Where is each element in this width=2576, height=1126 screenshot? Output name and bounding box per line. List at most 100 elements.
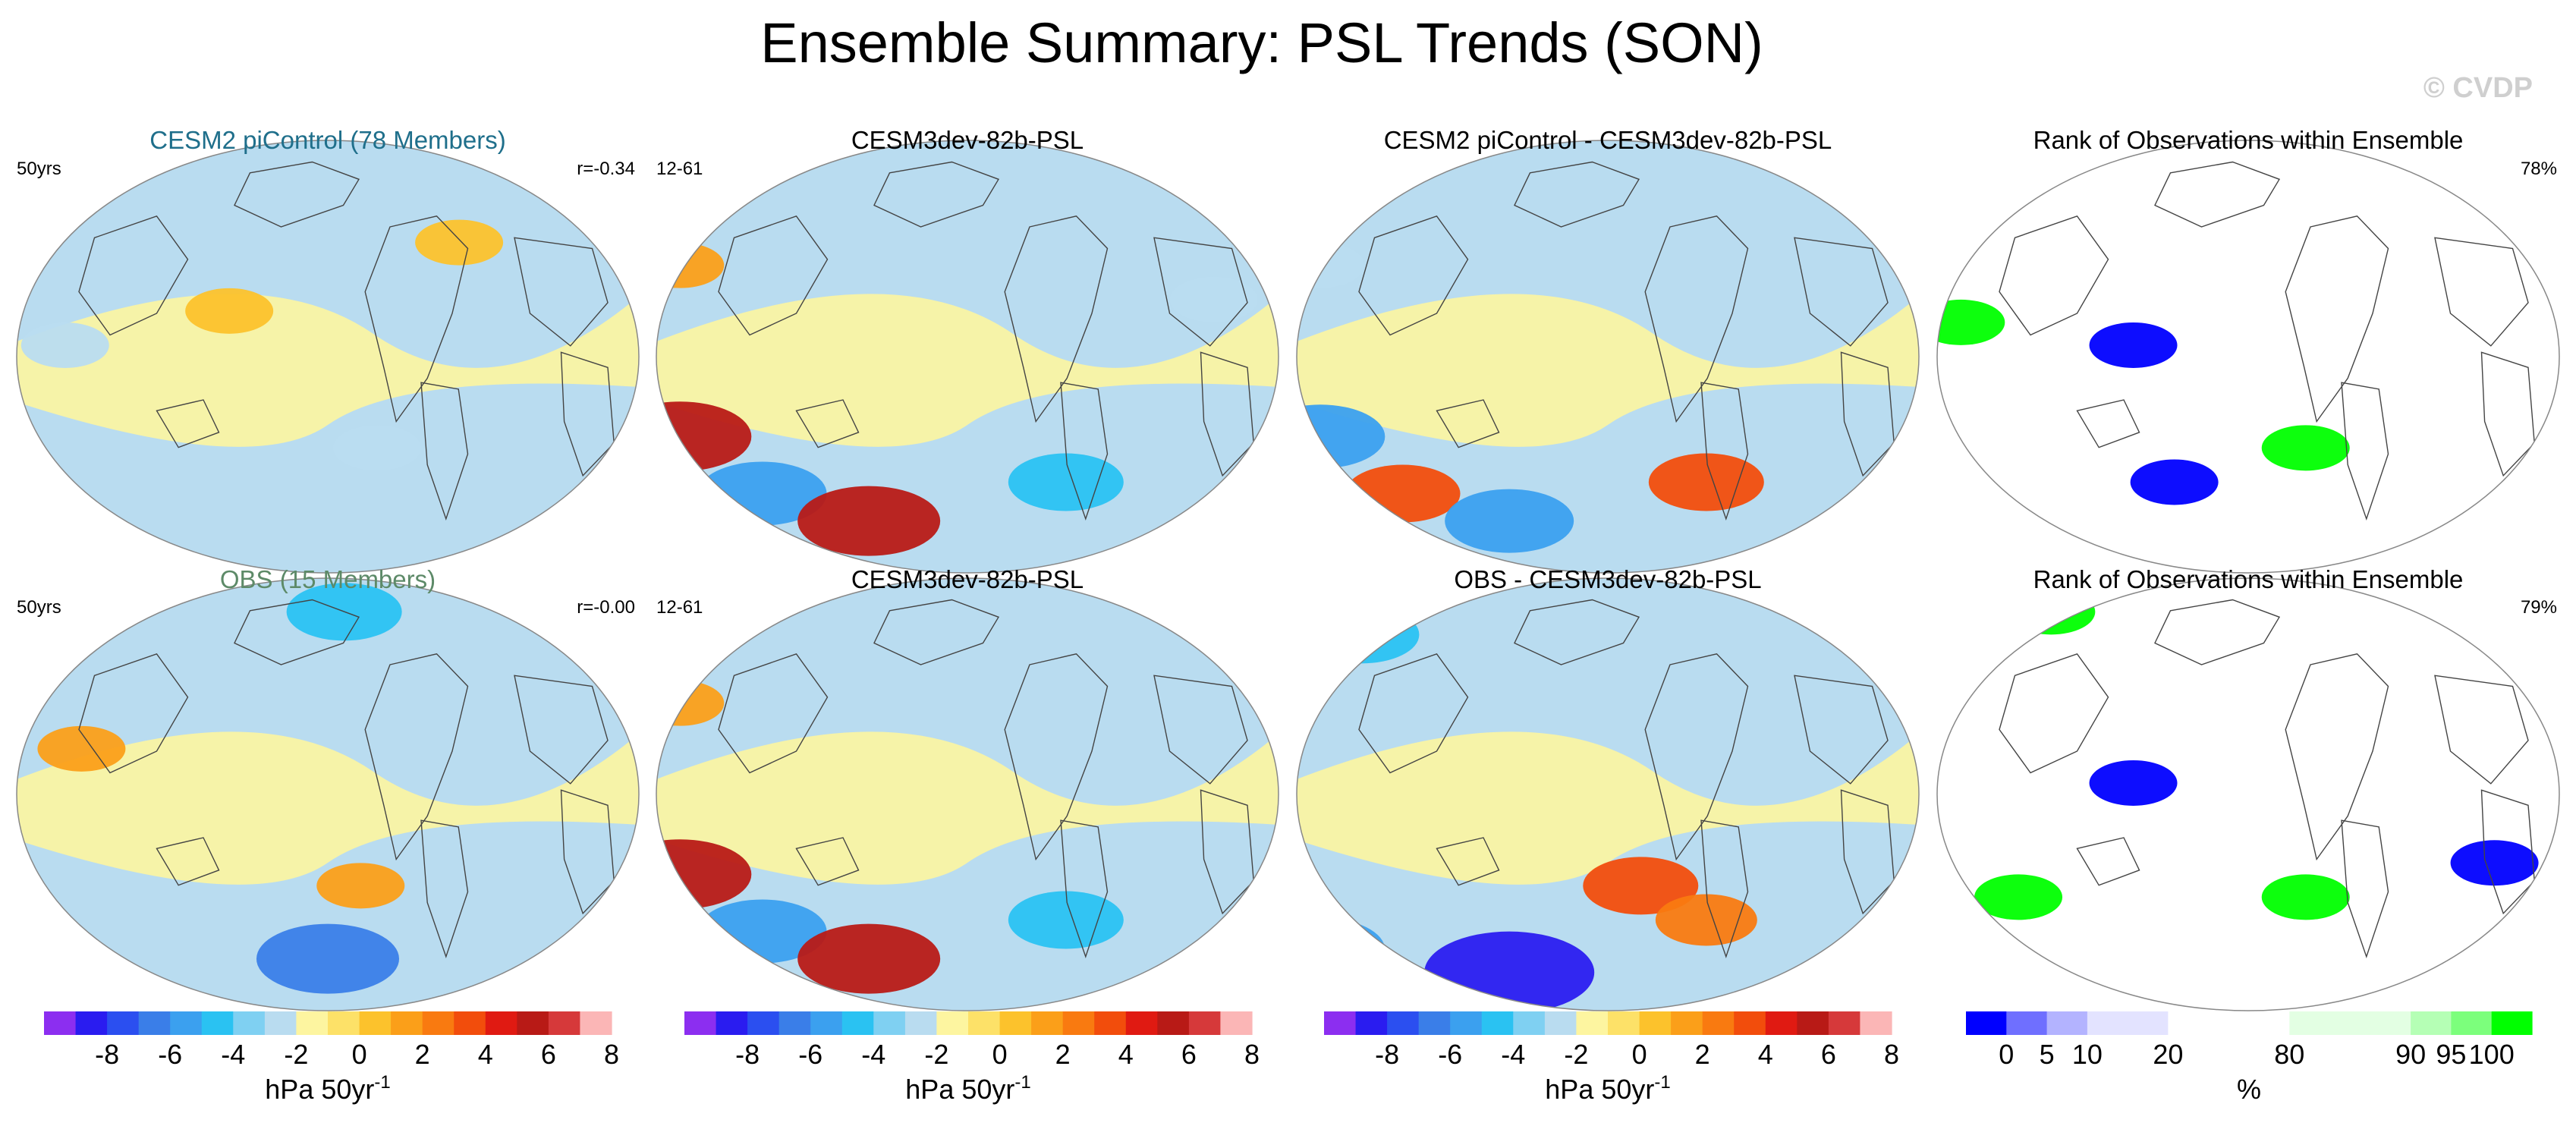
colorbar-swatch (716, 1011, 748, 1035)
neutral-positive-band (1297, 294, 1919, 447)
colorbar-swatch (75, 1011, 108, 1035)
coastline (2076, 399, 2140, 448)
colorbar-swatch (2451, 1011, 2493, 1035)
panel-title: Rank of Observations within Ensemble (2033, 565, 2464, 593)
colorbar-swatch (1450, 1011, 1483, 1035)
figure-title: Ensemble Summary: PSL Trends (SON) (760, 11, 1763, 74)
coastline (1200, 789, 1254, 915)
map-background (1937, 578, 2559, 1011)
panel-title: OBS (15 Members) (220, 565, 436, 593)
colorbar-tick-label: 0 (992, 1039, 1008, 1070)
colorbar-swatch (1481, 1011, 1514, 1035)
colorbar-swatch (1324, 1011, 1357, 1035)
field-anomaly (1297, 917, 1386, 982)
coastline (1060, 819, 1109, 958)
coastline (364, 215, 469, 423)
neutral-positive-band (17, 731, 639, 885)
colorbar-swatch (1031, 1011, 1064, 1035)
coastline (1153, 675, 1248, 785)
coastline (560, 351, 615, 477)
colorbar-tick-label: 6 (541, 1039, 556, 1070)
colorbar-tick-label: 5 (2040, 1039, 2055, 1070)
colorbar-tick-label: 10 (2072, 1039, 2103, 1070)
colorbar-tick-label: 2 (415, 1039, 430, 1070)
panel-title: CESM2 piControl - CESM3dev-82b-PSL (1384, 126, 1832, 154)
colorbar-swatch (328, 1011, 360, 1035)
colorbar-tick-label: -4 (1501, 1039, 1525, 1070)
coastline (2154, 161, 2281, 228)
colorbar-tick-label: -8 (95, 1039, 119, 1070)
map-panel-rank-top: Rank of Observations within Ensemble 78% (1936, 126, 2560, 574)
field-anomaly (1974, 874, 2063, 920)
colorbar-swatch (1639, 1011, 1672, 1035)
colorbar-tick-label: -4 (221, 1039, 245, 1070)
colorbar-swatch (841, 1011, 874, 1035)
field-anomaly (656, 680, 725, 726)
colorbar-tick-label: 6 (1821, 1039, 1836, 1070)
neutral-positive-band (656, 294, 1279, 447)
colorbar-swatch (1671, 1011, 1703, 1035)
colorbar-swatch (684, 1011, 717, 1035)
colorbar-swatch (936, 1011, 969, 1035)
colorbar-units: % (2237, 1074, 2261, 1105)
coastline (1999, 215, 2109, 336)
colorbar-swatch (1062, 1011, 1095, 1035)
field-anomaly (1297, 404, 1386, 469)
colorbar-tick-label: 0 (352, 1039, 367, 1070)
coastline (1153, 237, 1248, 347)
colorbar-swatch (1220, 1011, 1253, 1035)
field-anomaly (1835, 171, 1919, 223)
field-anomaly (1345, 464, 1461, 523)
panel-title: OBS - CESM3dev-82b-PSL (1454, 565, 1761, 593)
colorbar-swatch (2006, 1011, 2048, 1035)
colorbar-tick-label: 4 (1118, 1039, 1134, 1070)
colorbar-swatch (747, 1011, 780, 1035)
coastline (873, 599, 1000, 665)
colorbar-swatch (233, 1011, 266, 1035)
colorbar-swatch (454, 1011, 486, 1035)
panel-corner-left: 50yrs (17, 597, 61, 618)
colorbar-tick-label: 8 (1884, 1039, 1899, 1070)
field-anomaly (2130, 459, 2219, 505)
field-anomaly (656, 401, 752, 472)
field-anomaly (797, 486, 941, 556)
colorbar-swatch (201, 1011, 234, 1035)
field-anomaly (2261, 425, 2350, 471)
colorbar-swatch (1188, 1011, 1222, 1035)
coastline (1200, 351, 1254, 477)
colorbar-swatch (107, 1011, 140, 1035)
watermark: © CVDP (2423, 72, 2533, 104)
colorbar-swatch (999, 1011, 1032, 1035)
colorbar-psl-1: -8 -6 -4 -2 0 2 4 6 8 hPa 50yr-1 (44, 1011, 619, 1105)
colorbar-tick-label: 95 (2436, 1039, 2466, 1070)
colorbar-swatch (422, 1011, 454, 1035)
coastline (78, 653, 189, 774)
coastline (514, 237, 609, 347)
map-border (1296, 140, 1920, 574)
map-border (656, 577, 1279, 1011)
colorbar-units: hPa 50yr-1 (1545, 1072, 1670, 1105)
coastline (420, 819, 469, 958)
coastline (873, 161, 1000, 228)
field-anomaly (20, 322, 109, 368)
colorbar-psl-2: -8 -6 -4 -2 0 2 4 6 8 hPa 50yr-1 (684, 1011, 1260, 1105)
map-border (1936, 577, 2560, 1011)
coastline (1700, 382, 1749, 521)
colorbar-swatch (1608, 1011, 1640, 1035)
colorbar-swatch (391, 1011, 423, 1035)
colorbar-swatch (2491, 1011, 2533, 1035)
coastline (2480, 789, 2535, 915)
panel-corner-right: 78% (2521, 159, 2557, 179)
coastline (1700, 819, 1749, 958)
coastline (156, 837, 220, 886)
field-anomaly (797, 923, 941, 994)
colorbar-swatch (810, 1011, 843, 1035)
map-panel-cesm3dev-bottom: CESM3dev-82b-PSL 12-61 (656, 565, 1279, 1011)
panel-corner-left: 12-61 (656, 159, 703, 179)
field-anomaly (1297, 242, 1365, 288)
colorbar-tick-label: 2 (1695, 1039, 1710, 1070)
field-anomaly (2089, 322, 2178, 368)
colorbar-swatch (1765, 1011, 1798, 1035)
colorbar-swatch (1125, 1011, 1158, 1035)
coastline (2341, 819, 2389, 958)
